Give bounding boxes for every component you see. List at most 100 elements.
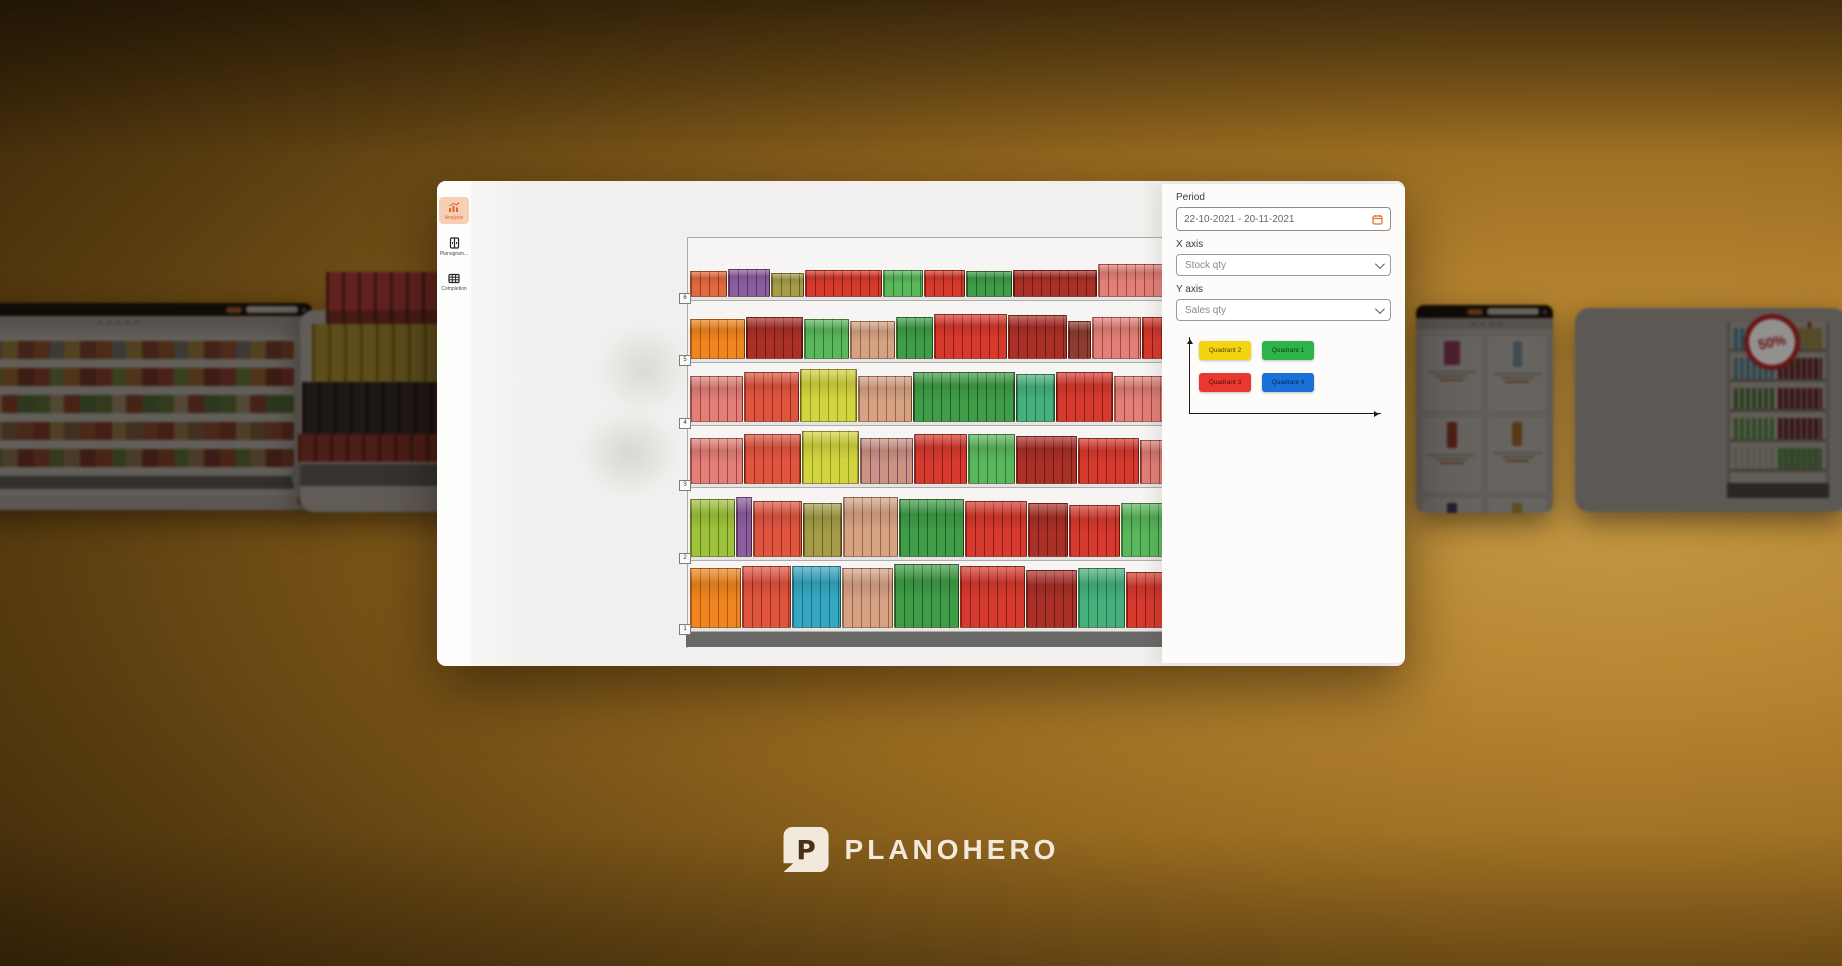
product-facing-group[interactable] [802, 431, 860, 484]
product-facing-group[interactable] [802, 503, 843, 557]
product-catalog-grid [1421, 335, 1548, 513]
period-date-input[interactable]: 22-10-2021 - 20-11-2021 [1176, 207, 1391, 231]
planogram-icon [449, 237, 459, 249]
shelf-row [690, 313, 1206, 359]
carousel-window-far-left[interactable] [0, 303, 312, 510]
sidebar-item-analysis[interactable]: Analysis [439, 197, 469, 224]
product-facing-group[interactable] [690, 438, 744, 484]
browser-accent-button [226, 306, 242, 313]
product-facing-group[interactable] [1078, 438, 1140, 484]
product-facing-group[interactable] [690, 568, 742, 628]
browser-titlebar [1416, 305, 1553, 318]
product-facing-group[interactable] [899, 499, 964, 557]
promo-shelf-display: 50% [1727, 308, 1829, 498]
product-facing-group[interactable] [860, 438, 914, 484]
product-card [1421, 497, 1483, 513]
browser-toolbar [0, 316, 312, 327]
product-facing-group[interactable] [843, 497, 898, 557]
product-facing-group[interactable] [883, 270, 923, 297]
app-sidebar: Analysis Planogram... Completion [437, 181, 471, 666]
quadrant-button[interactable]: Quadrant 1 [1262, 341, 1314, 360]
product-facing-group[interactable] [745, 317, 803, 359]
product-facing-group[interactable] [1092, 317, 1142, 359]
canvas-watermark [567, 309, 707, 509]
product-facing-group[interactable] [1016, 436, 1078, 484]
carousel-window-right-catalog[interactable] [1416, 305, 1553, 513]
browser-titlebar [0, 303, 312, 316]
product-facing-group[interactable] [736, 497, 752, 557]
product-facing-group[interactable] [1007, 315, 1067, 359]
shelf-number-tag: 1 [679, 624, 691, 635]
quadrant-grid: Quadrant 2 Quadrant 1 Quadrant 3 Quadrant 4 [1199, 341, 1314, 392]
sidebar-item-completion[interactable]: Completion [439, 269, 469, 295]
product-facing-group[interactable] [1114, 376, 1164, 422]
product-facing-group[interactable] [728, 269, 770, 297]
y-axis-select[interactable]: Sales qty [1176, 299, 1391, 321]
product-facing-group[interactable] [770, 273, 805, 297]
shelf-number-tag: 4 [679, 418, 691, 429]
svg-text:P: P [796, 835, 815, 866]
shelf-row [690, 494, 1207, 557]
calendar-icon[interactable] [1372, 214, 1383, 225]
product-facing-group[interactable] [894, 564, 960, 628]
carousel-window-far-right[interactable]: 50% [1575, 308, 1842, 512]
product-facing-group[interactable] [895, 317, 934, 359]
product-facing-group[interactable] [1067, 321, 1092, 359]
product-facing-group[interactable] [964, 501, 1028, 557]
product-card [1421, 335, 1483, 412]
shelf-board [688, 422, 1210, 426]
mini-planogram [0, 335, 300, 496]
x-axis-arrow [1189, 410, 1381, 417]
quadrant-button[interactable]: Quadrant 2 [1199, 341, 1251, 360]
shelf-number-tag: 3 [679, 480, 691, 491]
product-facing-group[interactable] [744, 372, 800, 422]
product-facing-group[interactable] [968, 434, 1016, 484]
product-facing-group[interactable] [1012, 270, 1098, 297]
product-facing-group[interactable] [966, 271, 1012, 297]
product-facing-group[interactable] [858, 376, 912, 422]
y-axis-label: Y axis [1176, 284, 1204, 295]
y-axis-arrow [1186, 337, 1193, 414]
x-axis-select[interactable]: Stock qty [1176, 254, 1391, 276]
product-facing-group[interactable] [912, 372, 1015, 422]
product-facing-group[interactable] [803, 319, 849, 359]
product-facing-group[interactable] [849, 321, 895, 359]
shelf-board [688, 628, 1210, 632]
quadrant-button[interactable]: Quadrant 4 [1262, 373, 1314, 392]
product-facing-group[interactable] [1056, 372, 1114, 422]
product-facing-group[interactable] [742, 566, 792, 628]
product-facing-group[interactable] [1015, 374, 1056, 422]
shelf-board [688, 297, 1210, 301]
shelf-row [690, 368, 1206, 422]
shelf-number-tag: 2 [679, 553, 691, 564]
product-facing-group[interactable] [1068, 505, 1120, 557]
product-facing-group[interactable] [842, 568, 894, 628]
product-facing-group[interactable] [690, 271, 728, 297]
product-facing-group[interactable] [960, 566, 1026, 628]
product-facing-group[interactable] [800, 369, 858, 422]
product-facing-group[interactable] [792, 566, 842, 628]
product-facing-group[interactable] [690, 499, 736, 557]
product-facing-group[interactable] [923, 270, 966, 297]
product-facing-group[interactable] [934, 314, 1007, 359]
product-facing-group[interactable] [1126, 572, 1170, 628]
product-facing-group[interactable] [1078, 568, 1126, 628]
product-facing-group[interactable] [914, 434, 968, 484]
product-facing-group[interactable] [690, 376, 744, 422]
product-facing-group[interactable] [1120, 503, 1164, 557]
product-facing-group[interactable] [752, 501, 802, 557]
product-facing-group[interactable] [805, 270, 883, 297]
product-facing-group[interactable] [690, 319, 745, 359]
analysis-chart-icon [449, 202, 460, 212]
product-card [1421, 416, 1483, 493]
quadrant-legend: Quadrant 2 Quadrant 1 Quadrant 3 Quadrant 4 [1176, 335, 1391, 430]
product-card [1486, 497, 1548, 513]
product-facing-group[interactable] [1028, 503, 1068, 557]
sidebar-item-planogram[interactable]: Planogram... [439, 233, 469, 260]
product-facing-group[interactable] [1026, 570, 1078, 628]
quadrant-button[interactable]: Quadrant 3 [1199, 373, 1251, 392]
shelf-row [690, 430, 1207, 484]
planohero-logo-icon: P [783, 826, 829, 873]
y-axis-value: Sales qty [1185, 304, 1227, 316]
product-facing-group[interactable] [744, 434, 802, 484]
